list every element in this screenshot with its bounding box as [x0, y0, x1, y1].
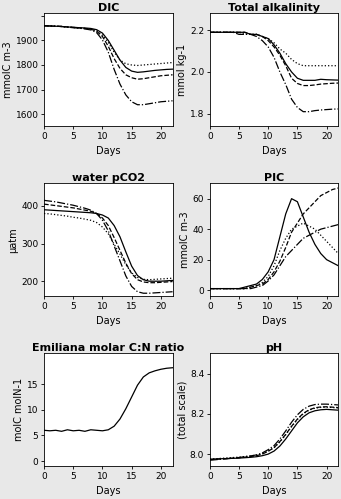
X-axis label: Days: Days	[96, 487, 121, 497]
X-axis label: Days: Days	[96, 316, 121, 326]
Title: Total alkalinity: Total alkalinity	[228, 2, 320, 12]
Y-axis label: mmol kg-1: mmol kg-1	[177, 44, 187, 96]
Y-axis label: μatm: μatm	[9, 227, 18, 252]
Title: water pCO2: water pCO2	[72, 173, 145, 183]
Y-axis label: mmolC m-3: mmolC m-3	[3, 41, 13, 98]
Y-axis label: (total scale): (total scale)	[177, 381, 187, 439]
Y-axis label: molC molN-1: molC molN-1	[14, 378, 24, 441]
X-axis label: Days: Days	[262, 146, 286, 156]
Title: pH: pH	[266, 343, 283, 353]
X-axis label: Days: Days	[96, 146, 121, 156]
Title: PIC: PIC	[264, 173, 284, 183]
Y-axis label: mmolC m-3: mmolC m-3	[180, 212, 190, 268]
X-axis label: Days: Days	[262, 487, 286, 497]
Title: Emiliana molar C:N ratio: Emiliana molar C:N ratio	[32, 343, 184, 353]
Title: DIC: DIC	[98, 2, 119, 12]
X-axis label: Days: Days	[262, 316, 286, 326]
